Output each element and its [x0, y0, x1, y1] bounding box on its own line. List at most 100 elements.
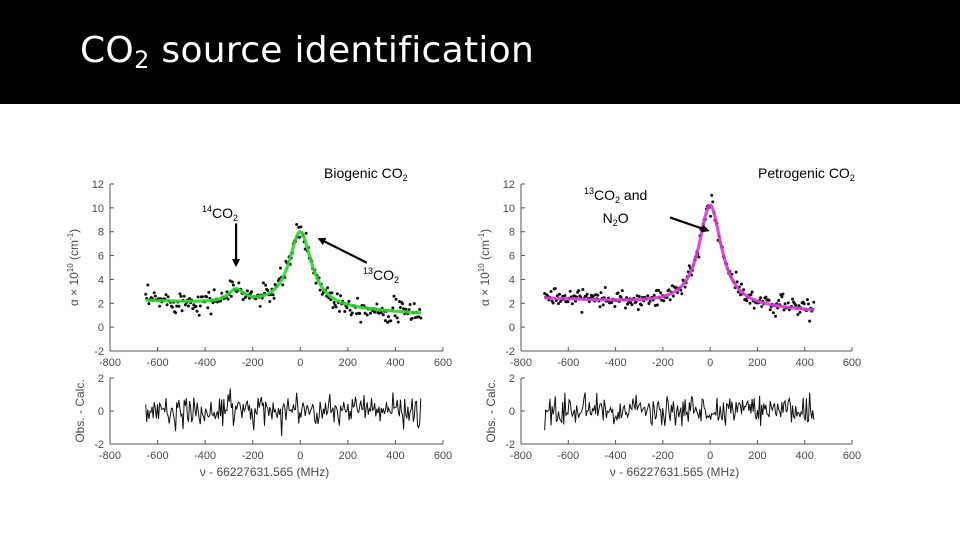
fit-curve	[144, 230, 422, 315]
data-point	[281, 283, 285, 287]
data-point	[808, 319, 812, 323]
residual-trace	[145, 388, 422, 436]
data-point	[627, 301, 631, 304]
data-point	[198, 304, 202, 308]
y-tick-label: 6	[509, 251, 515, 263]
data-point	[797, 304, 801, 308]
data-point	[188, 297, 192, 301]
data-point	[212, 288, 216, 292]
data-point	[774, 314, 777, 318]
data-point	[798, 310, 802, 314]
data-point	[206, 306, 210, 310]
data-point	[339, 294, 342, 298]
data-point	[760, 305, 764, 308]
data-point	[812, 300, 816, 304]
data-point	[179, 294, 183, 298]
data-point	[200, 295, 204, 299]
slide-title: CO2 source identification	[80, 30, 534, 74]
residual-y-tick-label: 0	[509, 406, 515, 418]
y-tick-label: 8	[98, 227, 104, 239]
x-tick-label: 600	[434, 357, 452, 369]
data-point	[568, 289, 572, 293]
x-tick-label: 200	[748, 357, 766, 369]
data-point	[598, 305, 602, 309]
residual-x-tick-label: 0	[297, 450, 303, 462]
data-point	[408, 303, 412, 306]
data-point	[226, 297, 230, 301]
data-point	[412, 302, 416, 306]
data-point	[299, 225, 303, 229]
data-point	[194, 304, 198, 308]
data-point	[231, 283, 235, 287]
data-point	[767, 298, 771, 302]
ylabel-unit: (cm	[67, 240, 81, 263]
data-point	[668, 298, 672, 302]
y-tick-label: 0	[98, 322, 104, 334]
ylabel-unit-exp: -1	[477, 232, 486, 240]
c13n2o-line2-tail: O	[617, 210, 629, 226]
data-point	[783, 302, 787, 306]
x-tick-label: 600	[843, 357, 861, 369]
data-point	[624, 306, 627, 310]
data-point	[603, 286, 607, 289]
data-point	[630, 303, 634, 307]
data-point	[146, 283, 150, 287]
residual-x-tick-label: -800	[99, 450, 121, 462]
data-point	[147, 302, 151, 306]
data-point	[295, 223, 299, 226]
data-point	[557, 302, 560, 306]
data-point	[619, 296, 623, 299]
data-point	[410, 316, 414, 320]
data-point	[398, 306, 402, 309]
data-point	[711, 200, 715, 204]
data-point	[407, 308, 411, 312]
data-point	[401, 302, 405, 306]
ylabel-unit-exp: -1	[66, 232, 75, 240]
data-point	[577, 289, 581, 293]
y-tick-label: 4	[509, 274, 515, 286]
data-point	[570, 302, 574, 306]
annotation-arrow	[669, 216, 710, 233]
y-tick-label: 0	[509, 322, 515, 334]
data-point	[697, 255, 701, 259]
x-tick-label: -600	[557, 357, 579, 369]
data-point	[359, 320, 363, 324]
biogenic-label-text: Biogenic CO	[324, 165, 403, 181]
c13n2o-line2: N	[602, 210, 613, 226]
data-point	[191, 307, 195, 311]
data-point	[687, 264, 691, 268]
y-tick-label: -2	[505, 346, 515, 358]
data-point	[750, 290, 754, 294]
data-point	[596, 293, 600, 297]
data-point	[165, 303, 169, 307]
data-point	[158, 304, 162, 308]
data-point	[558, 292, 561, 296]
data-point	[175, 304, 179, 308]
data-point	[363, 311, 367, 315]
x-tick-label: 0	[297, 357, 303, 369]
data-point	[358, 312, 362, 315]
data-point	[334, 305, 338, 309]
data-point	[802, 302, 806, 306]
data-point	[326, 286, 330, 290]
data-point	[807, 302, 810, 306]
data-point	[335, 292, 339, 296]
data-point	[337, 309, 341, 313]
x-tick-label: 200	[339, 357, 357, 369]
data-point	[417, 315, 421, 319]
residual-x-tick-label: -200	[242, 450, 264, 462]
residual-y-tick-label: 0	[98, 406, 104, 418]
data-point	[153, 294, 157, 298]
data-point	[752, 306, 756, 310]
data-point	[241, 298, 245, 302]
data-point	[572, 294, 576, 298]
ylabel-close: )	[478, 229, 492, 233]
data-point	[345, 306, 349, 310]
data-point	[381, 313, 385, 317]
data-point	[599, 291, 603, 295]
data-point	[304, 231, 308, 235]
data-point	[373, 310, 377, 314]
data-point	[419, 316, 423, 320]
data-point	[680, 292, 684, 296]
